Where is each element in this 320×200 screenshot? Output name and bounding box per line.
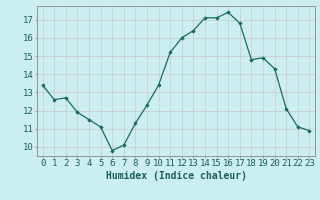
X-axis label: Humidex (Indice chaleur): Humidex (Indice chaleur) [106,171,246,181]
